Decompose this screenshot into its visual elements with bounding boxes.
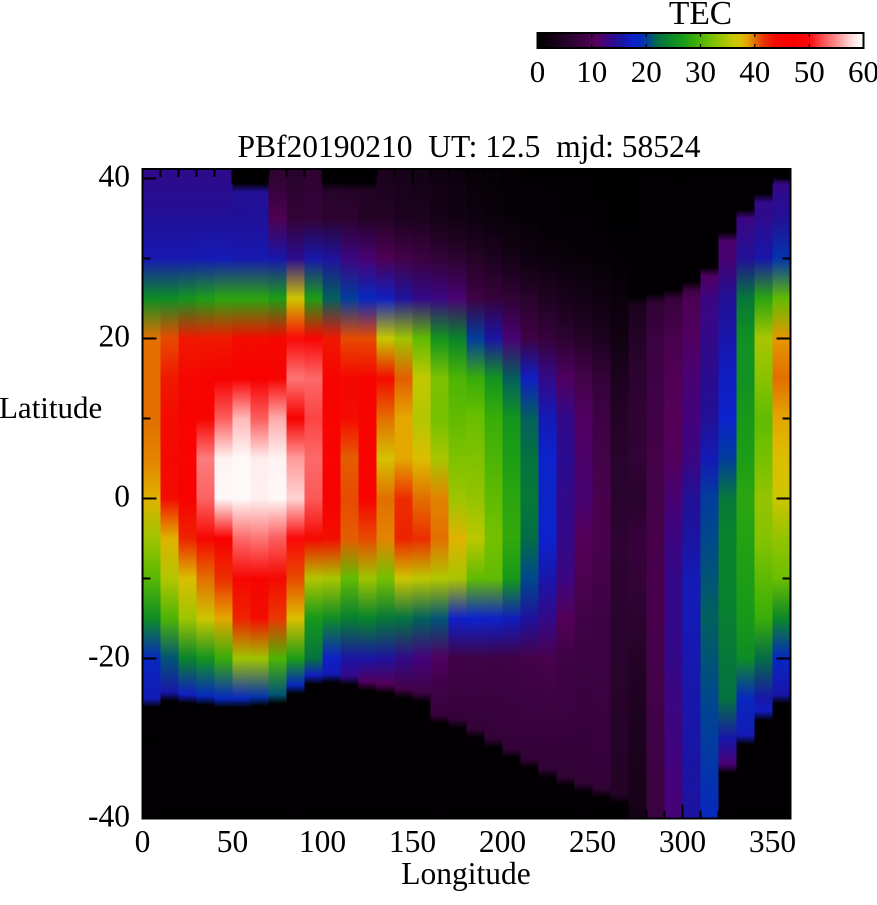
svg-text:Latitude: Latitude	[0, 390, 102, 425]
svg-text:150: 150	[389, 824, 436, 859]
svg-text:40: 40	[99, 159, 131, 194]
svg-text:40: 40	[739, 54, 770, 89]
svg-text:0: 0	[530, 54, 546, 89]
svg-text:60: 60	[848, 54, 877, 89]
svg-text:20: 20	[631, 54, 662, 89]
svg-text:200: 200	[479, 824, 526, 859]
svg-text:0: 0	[135, 824, 151, 859]
svg-text:0: 0	[114, 479, 130, 514]
svg-text:50: 50	[794, 54, 825, 89]
svg-text:30: 30	[685, 54, 716, 89]
svg-text:300: 300	[659, 824, 706, 859]
svg-text:Longitude: Longitude	[401, 856, 530, 891]
svg-text:20: 20	[99, 319, 131, 354]
svg-text:10: 10	[576, 54, 607, 89]
svg-text:TEC: TEC	[669, 0, 732, 32]
svg-text:-40: -40	[88, 799, 130, 834]
svg-text:-20: -20	[88, 639, 130, 674]
svg-text:250: 250	[569, 824, 616, 859]
svg-text:50: 50	[217, 824, 249, 859]
svg-text:PBf20190210 UT: 12.5 mjd: 58: PBf20190210 UT: 12.5 mjd: 58524	[237, 129, 700, 164]
svg-text:350: 350	[749, 824, 796, 859]
svg-text:100: 100	[299, 824, 346, 859]
